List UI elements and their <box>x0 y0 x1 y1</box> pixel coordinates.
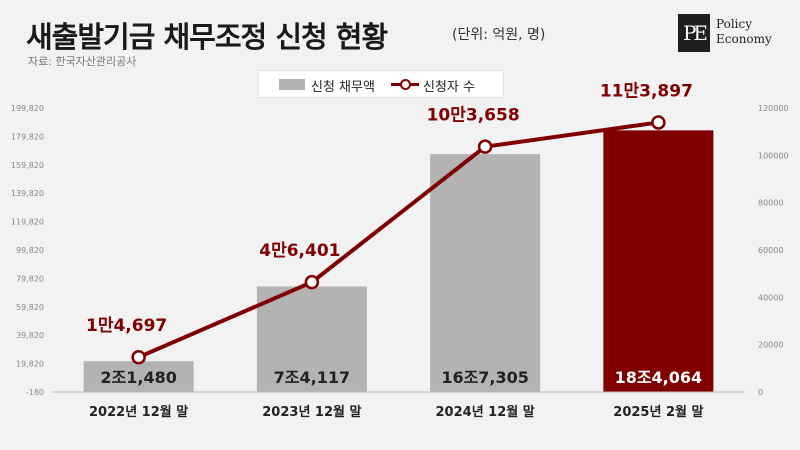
right-axis-tick-label: 40000 <box>758 293 783 302</box>
right-axis-tick-label: 80000 <box>758 199 783 208</box>
series-line-applicants <box>137 120 659 360</box>
bar-1 <box>83 361 194 392</box>
logo-line-1: Policy <box>716 17 752 31</box>
right-axis-tick-label: 100000 <box>758 151 789 160</box>
logo-line-2: Economy <box>716 32 772 46</box>
x-category-label: 2022년 12월 말 <box>89 404 188 420</box>
bar-value-label: 7조4,117 <box>274 368 350 387</box>
policy-economy-logo: PE Policy Economy <box>678 14 778 56</box>
line-value-label: 4만6,401 <box>259 241 340 261</box>
left-axis-tick-label: 119,820 <box>11 218 44 227</box>
right-axis-tick-label: 0 <box>758 388 763 397</box>
right-axis-tick-label: 20000 <box>758 341 783 350</box>
left-axis-tick-label: 159,820 <box>11 161 44 170</box>
chart-title: 새출발기금 채무조정 신청 현황 <box>26 20 388 54</box>
source-note: 자료: 한국자산관리공사 <box>28 55 137 68</box>
right-axis-tick-label: 60000 <box>758 246 783 255</box>
bar-2 <box>256 286 367 392</box>
bar-3 <box>430 154 541 392</box>
legend-line-marker <box>400 79 411 90</box>
bar-value-label: 16조7,305 <box>441 368 529 387</box>
left-axis-tick-label: 199,820 <box>11 104 44 113</box>
bar-4 <box>603 130 714 392</box>
chart-legend: 신청 채무액 신청자 수 <box>258 70 504 98</box>
legend-bar-label: 신청 채무액 <box>311 80 375 95</box>
logo-mark: PE <box>678 14 710 52</box>
left-axis-tick-label: 19,820 <box>16 360 44 369</box>
left-axis-tick-label: 39,820 <box>16 331 44 340</box>
bar-value-label: 2조1,480 <box>100 368 176 387</box>
line-point-2 <box>304 274 320 290</box>
line-value-label: 10만3,658 <box>427 106 520 126</box>
left-axis-tick-label: -180 <box>26 388 44 397</box>
line-point-4 <box>651 115 666 130</box>
left-axis-tick-label: 139,820 <box>11 189 44 198</box>
legend-bar-swatch <box>279 79 305 90</box>
line-value-label: 11만3,897 <box>600 81 693 101</box>
x-category-label: 2024년 12월 말 <box>436 404 535 420</box>
logo-text: Policy Economy <box>716 17 772 47</box>
legend-line-label: 신청자 수 <box>423 80 475 95</box>
line-point-1 <box>131 349 146 365</box>
x-category-label: 2025년 2월 말 <box>613 404 703 420</box>
left-axis-tick-label: 59,820 <box>16 303 44 312</box>
x-category-label: 2023년 12월 말 <box>262 404 361 420</box>
line-point-3 <box>477 139 493 154</box>
line-value-label: 1만4,697 <box>86 316 167 336</box>
bar-value-label: 18조4,064 <box>615 368 703 387</box>
left-axis-tick-label: 99,820 <box>16 246 44 255</box>
unit-note: (단위: 억원, 명) <box>452 27 546 43</box>
left-axis-tick-label: 79,820 <box>16 274 44 283</box>
right-axis-tick-label: 120000 <box>758 104 789 113</box>
left-axis-tick-label: 179,820 <box>11 132 44 141</box>
